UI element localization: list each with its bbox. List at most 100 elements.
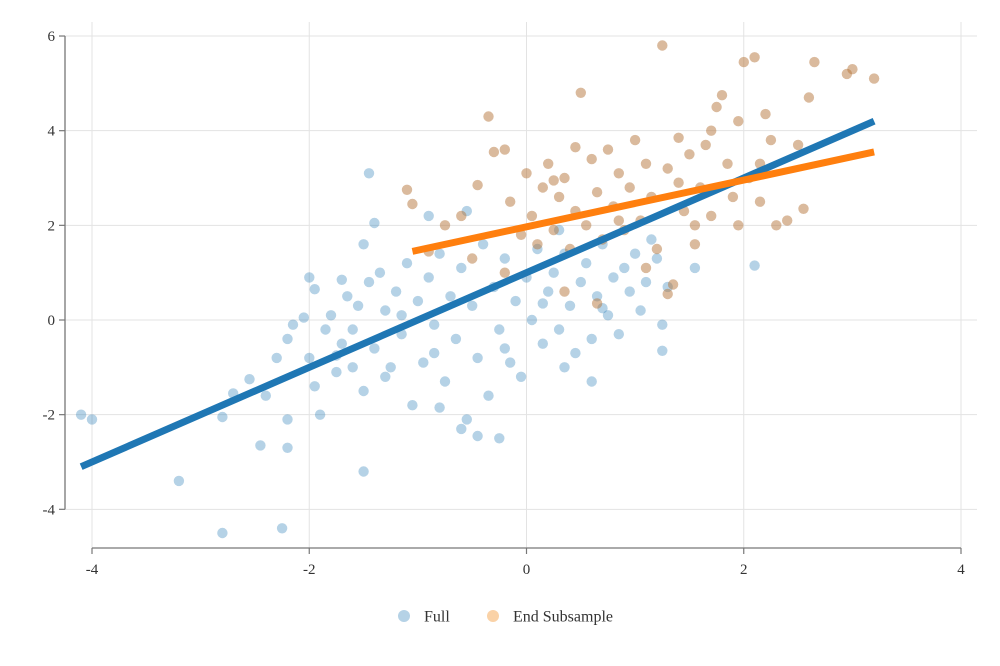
point-full xyxy=(646,234,656,244)
point-end-subsample xyxy=(472,180,482,190)
point-end-subsample xyxy=(587,154,597,164)
point-full xyxy=(364,277,374,287)
point-end-subsample xyxy=(500,268,510,278)
point-full xyxy=(358,239,368,249)
point-full xyxy=(483,391,493,401)
point-end-subsample xyxy=(706,211,716,221)
point-full xyxy=(635,305,645,315)
legend: Full End Subsample xyxy=(398,609,613,626)
point-full xyxy=(749,260,759,270)
point-full xyxy=(337,275,347,285)
point-full xyxy=(630,249,640,259)
point-full xyxy=(315,410,325,420)
point-full xyxy=(467,301,477,311)
point-end-subsample xyxy=(538,182,548,192)
point-full xyxy=(619,263,629,273)
point-full xyxy=(510,296,520,306)
point-end-subsample xyxy=(630,135,640,145)
point-end-subsample xyxy=(456,211,466,221)
point-full xyxy=(380,372,390,382)
point-end-subsample xyxy=(766,135,776,145)
point-end-subsample xyxy=(733,116,743,126)
point-end-subsample xyxy=(581,220,591,230)
point-full xyxy=(348,324,358,334)
y-tick-label: 4 xyxy=(48,124,56,140)
point-full xyxy=(587,376,597,386)
legend-marker xyxy=(398,610,410,622)
point-full xyxy=(413,296,423,306)
point-full xyxy=(549,268,559,278)
point-full xyxy=(358,386,368,396)
point-full xyxy=(451,334,461,344)
point-full xyxy=(369,218,379,228)
point-end-subsample xyxy=(625,182,635,192)
point-full xyxy=(331,367,341,377)
point-end-subsample xyxy=(755,197,765,207)
point-end-subsample xyxy=(804,92,814,102)
point-full xyxy=(261,391,271,401)
point-end-subsample xyxy=(673,133,683,143)
point-full xyxy=(174,476,184,486)
point-end-subsample xyxy=(690,239,700,249)
point-full xyxy=(690,263,700,273)
point-end-subsample xyxy=(559,173,569,183)
point-full xyxy=(277,523,287,533)
point-end-subsample xyxy=(657,40,667,50)
point-full xyxy=(565,301,575,311)
point-full xyxy=(554,324,564,334)
point-end-subsample xyxy=(701,140,711,150)
y-tick-label: 6 xyxy=(48,29,56,45)
point-full xyxy=(472,353,482,363)
point-end-subsample xyxy=(869,73,879,83)
point-full xyxy=(87,414,97,424)
point-full xyxy=(310,284,320,294)
axes: -4-20246-4 -2 0 2 4 xyxy=(43,29,966,578)
x-tick-label: 2 xyxy=(740,562,748,578)
point-full xyxy=(625,286,635,296)
point-full xyxy=(391,286,401,296)
point-end-subsample xyxy=(489,147,499,157)
legend-marker xyxy=(487,610,499,622)
point-full xyxy=(652,253,662,263)
point-full xyxy=(348,362,358,372)
point-end-subsample xyxy=(483,111,493,121)
point-end-subsample xyxy=(847,64,857,74)
y-tick-label: -4 xyxy=(43,502,56,518)
point-end-subsample xyxy=(603,144,613,154)
point-full xyxy=(527,315,537,325)
point-end-subsample xyxy=(663,289,673,299)
point-full xyxy=(217,528,227,538)
point-full xyxy=(418,357,428,367)
point-full xyxy=(641,277,651,287)
point-full xyxy=(434,402,444,412)
x-tick-label: -4 xyxy=(86,562,99,578)
point-full xyxy=(386,362,396,372)
legend-label: End Subsample xyxy=(513,609,613,626)
point-end-subsample xyxy=(798,204,808,214)
point-end-subsample xyxy=(521,168,531,178)
point-end-subsample xyxy=(793,140,803,150)
y-tick-label: 2 xyxy=(48,218,56,234)
point-full xyxy=(272,353,282,363)
point-full xyxy=(516,372,526,382)
point-full xyxy=(76,410,86,420)
point-full xyxy=(282,443,292,453)
legend-item-full: Full xyxy=(398,609,450,626)
point-end-subsample xyxy=(673,178,683,188)
point-end-subsample xyxy=(576,88,586,98)
point-full xyxy=(538,298,548,308)
point-full xyxy=(255,440,265,450)
y-tick-label: -2 xyxy=(43,408,56,424)
point-full xyxy=(429,348,439,358)
point-end-subsample xyxy=(728,192,738,202)
point-end-subsample xyxy=(690,220,700,230)
point-full xyxy=(375,268,385,278)
point-end-subsample xyxy=(739,57,749,67)
point-full xyxy=(587,334,597,344)
point-full xyxy=(282,414,292,424)
legend-item-end-subsample: End Subsample xyxy=(487,609,613,626)
point-full xyxy=(282,334,292,344)
point-full xyxy=(310,381,320,391)
point-full xyxy=(217,412,227,422)
grid xyxy=(65,22,977,548)
